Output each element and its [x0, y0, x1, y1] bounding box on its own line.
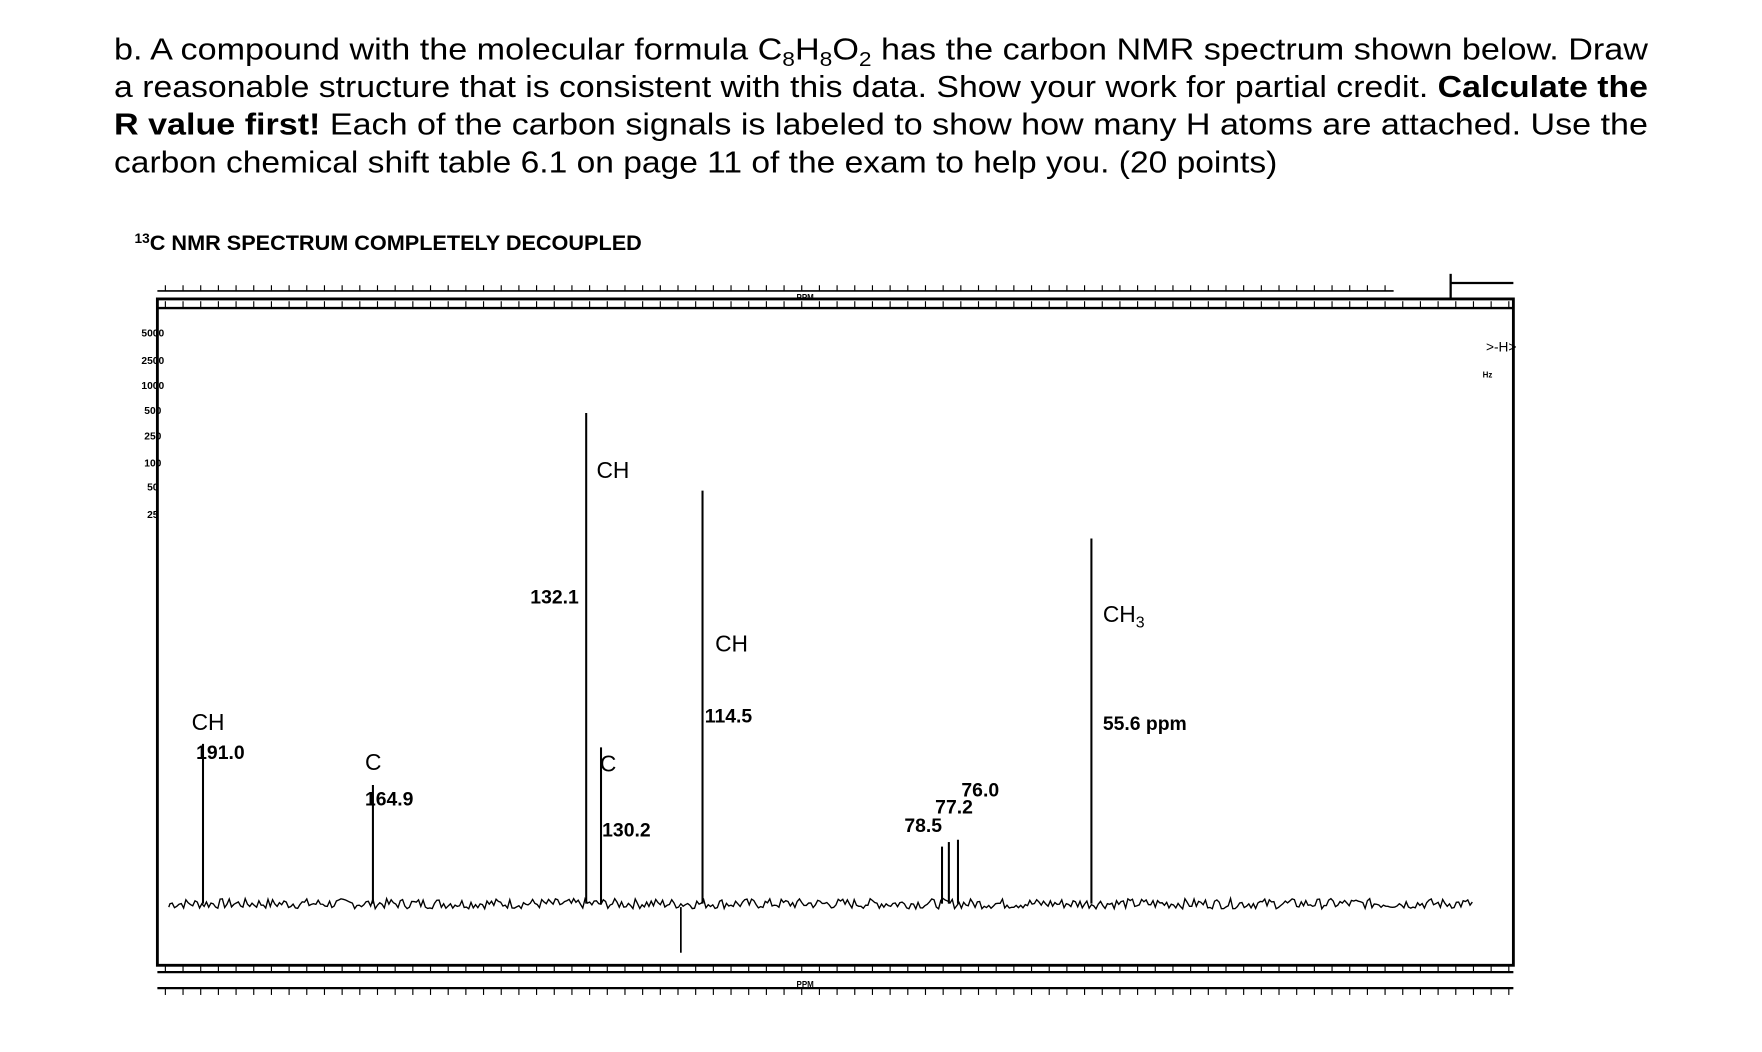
- spectrum-frame: [155, 273, 1515, 990]
- formula: C: [758, 31, 783, 66]
- multiplicity: CH3: [1103, 601, 1145, 632]
- sweep-label: 25: [147, 510, 159, 521]
- sweep-label: 500: [144, 406, 161, 417]
- shift-label: 76.0: [961, 779, 999, 801]
- shift-label: 132.1: [530, 587, 579, 609]
- sweep-label: 100: [144, 459, 161, 470]
- baseline: [168, 895, 1473, 911]
- formula: 2: [859, 48, 872, 71]
- shift-label: 114.5: [705, 705, 753, 727]
- sweep-label: 1000: [141, 381, 164, 392]
- sweep-label: 250: [144, 431, 161, 442]
- title: C NMR SPECTRUM COMPLETELY DECOUPLED: [150, 230, 642, 255]
- text: b. A compound with the molecular formula: [114, 31, 758, 66]
- frame: [155, 297, 1515, 967]
- multiplicity: C: [600, 750, 616, 776]
- formula: O: [832, 31, 859, 66]
- multiplicity: CH: [1103, 601, 1136, 627]
- question-line: a reasonable structure that is consisten…: [114, 69, 1648, 104]
- shift-label: 55.6 ppm: [1103, 713, 1187, 735]
- superscript: 13: [135, 231, 151, 246]
- shift-label: 130.2: [602, 819, 650, 841]
- question-line: R value first! Each of the carbon signal…: [114, 107, 1648, 142]
- emphasis: R value first!: [114, 107, 320, 142]
- question-line: carbon chemical shift table 6.1 on page …: [114, 144, 1277, 179]
- shift-label: 77.2: [935, 797, 973, 819]
- shift-label: 164.9: [365, 789, 414, 811]
- text: has the carbon NMR spectrum shown below.…: [872, 31, 1649, 66]
- text: Each of the carbon signals is labeled to…: [320, 107, 1648, 142]
- question-line: b. A compound with the molecular formula…: [114, 31, 1649, 71]
- ppm-label: PPM: [797, 293, 815, 302]
- shift-label: 78.5: [904, 815, 942, 837]
- multiplicity: CH: [192, 709, 225, 735]
- ppm-label: PPM: [797, 980, 815, 989]
- hz-label: Hz: [1483, 371, 1493, 380]
- shift-label: 191.0: [196, 742, 244, 764]
- formula: H: [795, 31, 820, 66]
- spectrum-title: 13C NMR SPECTRUM COMPLETELY DECOUPLED: [135, 230, 642, 255]
- sweep-label: 2500: [141, 356, 164, 367]
- multiplicity: CH: [715, 631, 748, 657]
- subscript: 3: [1136, 615, 1145, 632]
- sweep-label: 50: [147, 483, 159, 494]
- emphasis: Calculate the: [1438, 69, 1648, 104]
- sweep-label: 5000: [141, 329, 164, 340]
- multiplicity: CH: [596, 457, 629, 483]
- formula: 8: [782, 48, 795, 71]
- arrow: >-H>: [1486, 339, 1516, 354]
- multiplicity: C: [365, 749, 381, 775]
- formula: 8: [820, 48, 833, 71]
- text: a reasonable structure that is consisten…: [114, 69, 1438, 104]
